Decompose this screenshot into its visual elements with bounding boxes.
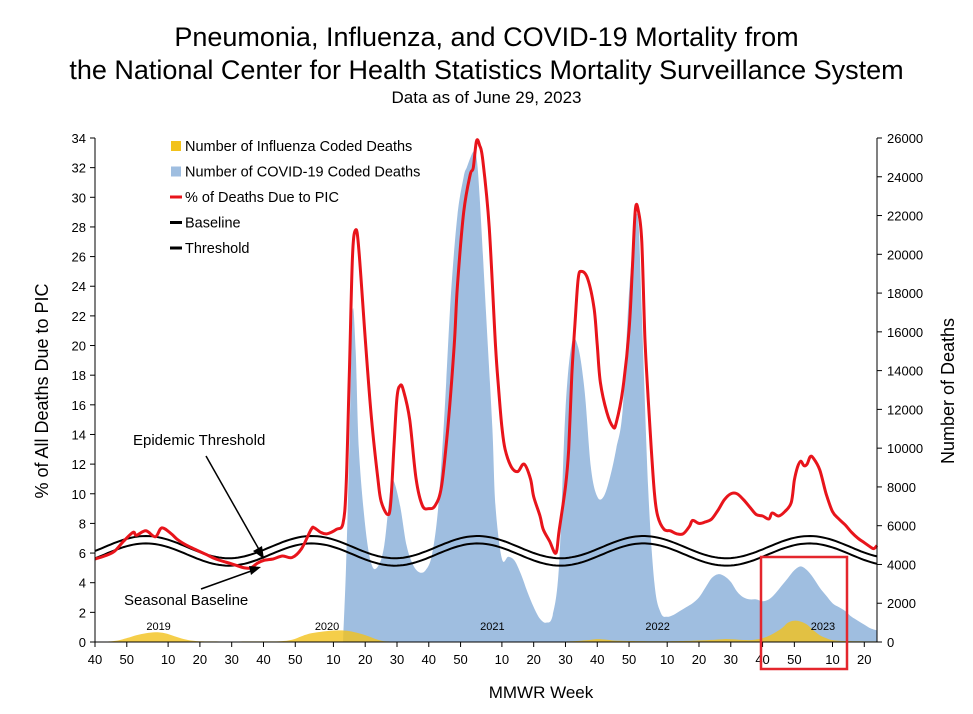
left-tick-label: 14 xyxy=(72,427,86,442)
left-tick-label: 10 xyxy=(72,487,86,502)
x-axis-label: MMWR Week xyxy=(489,683,594,702)
seasonal-baseline-label: Seasonal Baseline xyxy=(124,592,248,609)
left-tick-label: 12 xyxy=(72,457,86,472)
pic-percent-line xyxy=(94,138,879,570)
left-tick-label: 32 xyxy=(72,161,86,176)
x-tick-label: 20 xyxy=(358,652,372,667)
legend-label: Number of COVID-19 Coded Deaths xyxy=(185,165,420,181)
covid-deaths-area xyxy=(343,150,877,642)
year-label: 2022 xyxy=(645,621,669,633)
seasonal-baseline-line xyxy=(94,542,878,567)
right-tick-label: 18000 xyxy=(887,286,923,301)
left-tick-label: 18 xyxy=(72,368,86,383)
x-tick-label: 20 xyxy=(857,652,871,667)
right-tick-label: 2000 xyxy=(887,596,916,611)
highlight-box xyxy=(759,555,849,671)
x-tick-label: 40 xyxy=(256,652,270,667)
x-tick-label: 10 xyxy=(660,652,674,667)
right-tick-label: 4000 xyxy=(887,557,916,572)
y-axis-label-left: % of All Deaths Due to PIC xyxy=(32,283,52,498)
x-tick-label: 10 xyxy=(495,652,509,667)
x-tick-label: 10 xyxy=(825,652,839,667)
x-tick-label: 30 xyxy=(390,652,404,667)
chart-subtitle: Data as of June 29, 2023 xyxy=(391,88,582,107)
right-tick-label: 26000 xyxy=(887,131,923,146)
x-tick-label: 30 xyxy=(724,652,738,667)
annotation-seasonal-baseline: Seasonal Baseline xyxy=(124,566,261,609)
x-tick-label: 30 xyxy=(558,652,572,667)
left-tick-label: 6 xyxy=(79,546,86,561)
epidemic-threshold-arrow xyxy=(205,455,262,554)
x-tick-label: 50 xyxy=(787,652,801,667)
year-label: 2019 xyxy=(146,621,170,633)
legend-label: % of Deaths Due to PIC xyxy=(185,190,339,206)
x-tick-label: 10 xyxy=(161,652,175,667)
right-tick-label: 8000 xyxy=(887,480,916,495)
left-tick-label: 0 xyxy=(79,635,86,650)
epidemic-threshold-label: Epidemic Threshold xyxy=(133,432,265,449)
epidemic-threshold-line xyxy=(94,534,878,560)
left-tick-label: 22 xyxy=(72,309,86,324)
left-tick-label: 30 xyxy=(72,190,86,205)
seasonal-baseline-arrowhead xyxy=(249,566,261,575)
legend-swatch xyxy=(171,166,181,177)
left-tick-label: 34 xyxy=(72,131,86,146)
right-tick-label: 20000 xyxy=(887,247,923,262)
annotation-epidemic-threshold: Epidemic Threshold xyxy=(133,432,265,559)
x-tick-label: 20 xyxy=(692,652,706,667)
legend-label: Threshold xyxy=(185,241,249,257)
x-tick-label: 20 xyxy=(193,652,207,667)
right-tick-label: 10000 xyxy=(887,441,923,456)
legend-label: Number of Influenza Coded Deaths xyxy=(185,139,412,155)
chart-title-line1: Pneumonia, Influenza, and COVID-19 Morta… xyxy=(174,22,799,52)
legend-label: Baseline xyxy=(185,216,241,232)
right-tick-label: 12000 xyxy=(887,402,923,417)
epidemic-threshold-arrowhead xyxy=(253,546,264,559)
legend-swatch xyxy=(171,141,181,151)
y-axis-label-right: Number of Deaths xyxy=(938,318,958,464)
right-tick-label: 24000 xyxy=(887,170,923,185)
legend-item: Baseline xyxy=(170,216,241,232)
left-tick-label: 20 xyxy=(72,339,86,354)
legend-item: Number of Influenza Coded Deaths xyxy=(171,139,412,155)
x-tick-label: 30 xyxy=(224,652,238,667)
x-tick-label: 50 xyxy=(453,652,467,667)
legend-item: % of Deaths Due to PIC xyxy=(170,190,339,206)
legend-item: Number of COVID-19 Coded Deaths xyxy=(171,165,420,181)
x-tick-label: 20 xyxy=(526,652,540,667)
x-tick-label: 40 xyxy=(88,652,102,667)
chart-title-line2: the National Center for Health Statistic… xyxy=(69,55,904,85)
right-tick-label: 22000 xyxy=(887,209,923,224)
left-tick-label: 16 xyxy=(72,398,86,413)
x-tick-label: 40 xyxy=(422,652,436,667)
x-tick-label: 50 xyxy=(120,652,134,667)
left-tick-label: 4 xyxy=(79,576,86,591)
right-tick-label: 16000 xyxy=(887,325,923,340)
x-tick-label: 10 xyxy=(326,652,340,667)
left-tick-label: 24 xyxy=(72,279,86,294)
year-label: 2020 xyxy=(315,621,339,633)
year-label: 2021 xyxy=(480,621,504,633)
legend-item: Threshold xyxy=(170,241,249,257)
left-tick-label: 28 xyxy=(72,220,86,235)
influenza-deaths-area xyxy=(95,620,877,642)
x-tick-label: 50 xyxy=(622,652,636,667)
x-tick-label: 50 xyxy=(288,652,302,667)
left-tick-label: 26 xyxy=(72,250,86,265)
left-tick-label: 8 xyxy=(79,516,86,531)
x-tick-label: 40 xyxy=(590,652,604,667)
left-tick-label: 2 xyxy=(79,605,86,620)
right-tick-label: 0 xyxy=(887,635,894,650)
year-label: 2023 xyxy=(811,621,835,633)
seasonal-baseline-arrow xyxy=(200,569,255,590)
right-tick-label: 6000 xyxy=(887,519,916,534)
right-tick-label: 14000 xyxy=(887,364,923,379)
x-tick-label: 40 xyxy=(755,652,769,667)
